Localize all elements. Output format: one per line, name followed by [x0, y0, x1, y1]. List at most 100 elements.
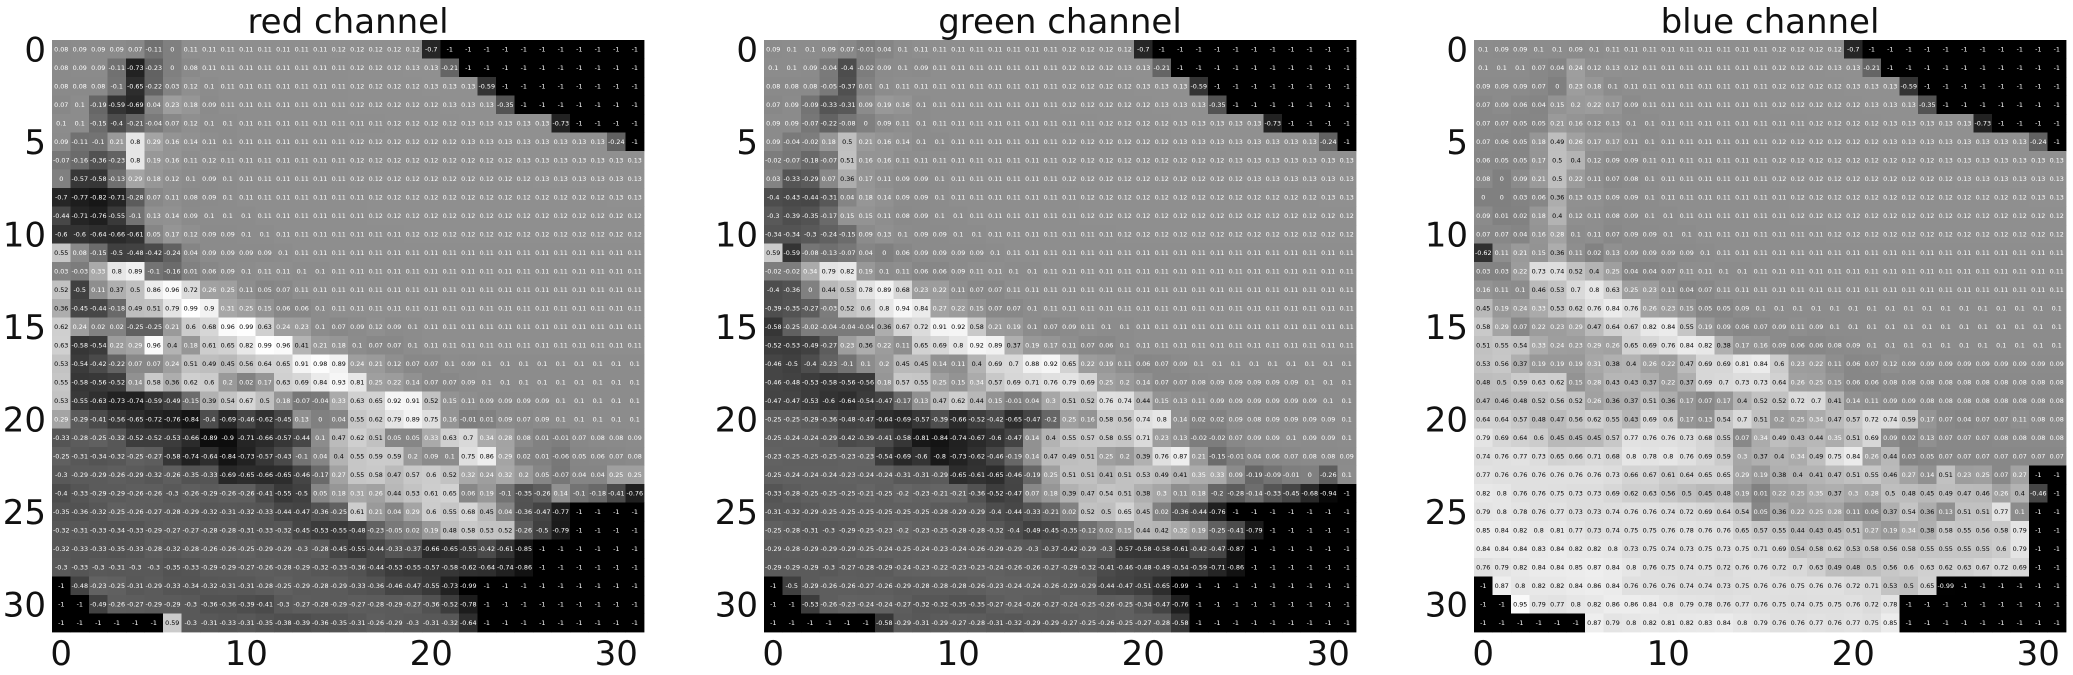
cell-value-label: 0.12 — [535, 230, 549, 238]
cell-value-label: 0.53 — [54, 360, 68, 368]
heatmap-cell — [237, 114, 256, 133]
cell-value-label: -1 — [1325, 45, 1331, 53]
cell-value-label: 0.11 — [1099, 304, 1113, 312]
cell-value-label: -1 — [1307, 101, 1313, 109]
cell-value-label: -0.36 — [1172, 508, 1189, 516]
cell-value-label: 0.11 — [1155, 323, 1169, 331]
cell-value-label: -1 — [1325, 582, 1331, 590]
cell-value-label: 0.18 — [1192, 489, 1206, 497]
heatmap-cell — [126, 95, 145, 115]
cell-value-label: 0.14 — [1025, 452, 1039, 460]
cell-value-label: 0.61 — [202, 341, 216, 349]
cell-value-label: -0.32 — [238, 508, 255, 516]
cell-value-label: 0.93 — [332, 378, 346, 386]
heatmap-cell — [607, 114, 626, 133]
cell-value-label: -0.25 — [802, 489, 819, 497]
cell-value-label: 0.11 — [933, 119, 947, 127]
cell-value-label: 0.11 — [239, 82, 253, 90]
y-tick-label: 30 — [3, 585, 46, 625]
cell-value-label: 0.12 — [1081, 156, 1095, 164]
heatmap-cell — [70, 40, 90, 59]
cell-value-label: 0.13 — [498, 119, 512, 127]
heatmap-cell — [255, 151, 275, 170]
heatmap-cell — [551, 58, 571, 78]
cell-value-label: 0.09 — [859, 230, 873, 238]
cell-value-label: -0.28 — [857, 563, 874, 571]
cell-value-label: -0.58 — [1172, 619, 1189, 627]
cell-value-label: -1 — [576, 563, 582, 571]
heatmap-cell — [477, 114, 497, 133]
cell-value-label: 0.11 — [1007, 119, 1021, 127]
heatmap-cell — [163, 40, 182, 59]
heatmap-cell — [625, 58, 645, 78]
cell-value-label: 0.21 — [313, 341, 327, 349]
cell-value-label: 0.12 — [424, 119, 438, 127]
heatmap-cell — [144, 95, 164, 115]
cell-value-label: 0.11 — [1007, 82, 1021, 90]
heatmap-cell — [607, 77, 626, 96]
cell-value-label: 0.11 — [1284, 267, 1298, 275]
cell-value-label: 0.12 — [591, 193, 605, 201]
cell-value-label: -1 — [558, 101, 564, 109]
cell-value-label: 0.11 — [1229, 341, 1243, 349]
cell-value-label: -1 — [521, 600, 527, 608]
cell-value-label: -0.1 — [92, 138, 104, 146]
cell-value-label: 0.11 — [988, 45, 1002, 53]
cell-value-label: -0.66 — [256, 434, 273, 442]
cell-value-label: -0.36 — [90, 156, 107, 164]
heatmap-cell — [625, 95, 645, 115]
cell-value-label: 0.1 — [593, 397, 603, 405]
cell-value-label: -0.49 — [1024, 526, 1041, 534]
cell-value-label: 0.11 — [1062, 230, 1076, 238]
cell-value-label: -0.07 — [552, 471, 569, 479]
cell-value-label: -0.3 — [129, 563, 141, 571]
heatmap-cell — [533, 77, 552, 96]
y-tick-label: 30 — [715, 585, 758, 625]
cell-value-label: -0.64 — [478, 563, 495, 571]
cell-value-label: 0.11 — [406, 304, 420, 312]
cell-value-label: 0.11 — [1062, 193, 1076, 201]
cell-value-label: 0.11 — [1044, 193, 1058, 201]
cell-value-label: 0.11 — [1136, 286, 1150, 294]
cell-value-label: -0.84 — [182, 415, 199, 423]
cell-value-label: 0.13 — [591, 156, 605, 164]
cell-value-label: 0.11 — [1173, 286, 1187, 294]
cell-value-label: -0.05 — [820, 82, 837, 90]
cell-value-label: 0.11 — [1247, 304, 1261, 312]
cell-value-label: 0.06 — [1136, 360, 1150, 368]
cell-value-label: -0.26 — [108, 600, 125, 608]
heatmap-cell — [588, 40, 608, 59]
heatmap-cell — [366, 40, 386, 59]
cell-value-label: 0.11 — [1044, 175, 1058, 183]
cell-value-label: -0.46 — [293, 471, 310, 479]
cell-value-label: -1 — [595, 526, 601, 534]
cell-value-label: -0.25 — [876, 489, 893, 497]
cell-value-label: 0.11 — [332, 230, 346, 238]
cell-value-label: 0.02 — [239, 378, 253, 386]
cell-value-label: -1 — [1325, 508, 1331, 516]
cell-value-label: 0.1 — [630, 397, 640, 405]
cell-value-label: -1 — [58, 582, 64, 590]
cell-value-label: -0.39 — [238, 600, 255, 608]
cell-value-label: 0.69 — [295, 378, 309, 386]
cell-value-label: -0.23 — [857, 452, 874, 460]
cell-value-label: -0.59 — [783, 249, 800, 257]
cell-value-label: 0.12 — [572, 212, 586, 220]
cell-value-label: -1 — [1233, 600, 1239, 608]
cell-value-label: -0.07 — [53, 156, 70, 164]
cell-value-label: 0.1 — [768, 64, 778, 72]
cell-value-label: -1 — [1196, 600, 1202, 608]
cell-value-label: 0.12 — [369, 156, 383, 164]
cell-value-label: 0.24 — [73, 323, 87, 331]
heatmap-cell — [625, 132, 645, 152]
cell-value-label: -1 — [632, 119, 638, 127]
cell-value-label: -1 — [1251, 582, 1257, 590]
cell-value-label: -1 — [632, 82, 638, 90]
cell-value-label: -0.4 — [767, 286, 779, 294]
cell-value-label: 0.13 — [1247, 156, 1261, 164]
heatmap-cell — [126, 114, 145, 133]
cell-value-label: 0.1 — [1342, 415, 1352, 423]
cell-value-label: -1 — [576, 526, 582, 534]
cell-value-label: -0.07 — [820, 156, 837, 164]
cell-value-label: 0.62 — [184, 378, 198, 386]
